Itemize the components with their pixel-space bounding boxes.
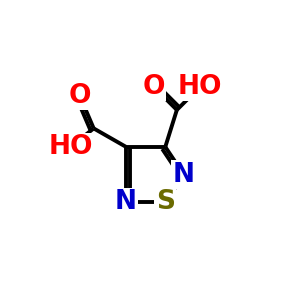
Text: N: N — [173, 162, 195, 188]
Text: O: O — [142, 74, 165, 100]
Text: S: S — [156, 189, 175, 215]
Text: HO: HO — [178, 74, 222, 100]
Text: HO: HO — [48, 134, 93, 160]
Text: O: O — [69, 83, 91, 109]
Text: N: N — [115, 189, 137, 215]
